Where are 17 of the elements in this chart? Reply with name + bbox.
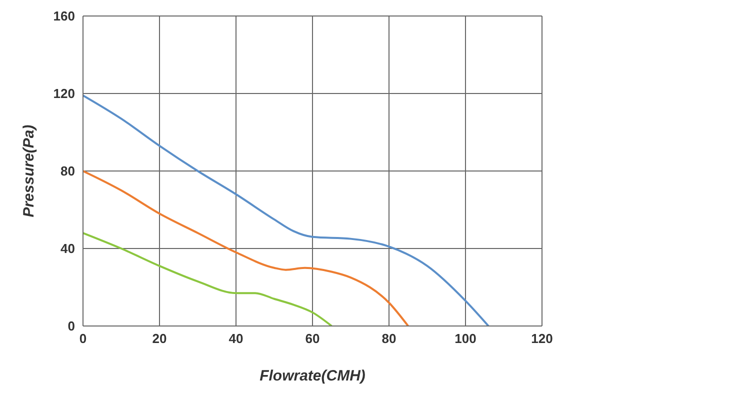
y-tick-label: 40 <box>60 241 75 256</box>
line-series <box>83 232 333 326</box>
x-tick-label: 40 <box>228 331 244 346</box>
x-tick-label: 80 <box>382 331 396 346</box>
y-tick-label: 80 <box>60 164 75 179</box>
y-tick-label: 120 <box>53 86 75 102</box>
x-tick-label: 100 <box>454 331 476 346</box>
x-tick-label: 0 <box>79 331 87 346</box>
y-tick-label: 0 <box>68 318 75 334</box>
line-series <box>83 94 490 326</box>
x-tick-label: 60 <box>305 331 320 346</box>
y-axis-title: Pressure(Pa) <box>20 124 38 218</box>
x-axis-title: Flowrate(CMH) <box>260 368 366 385</box>
line-series <box>83 170 410 326</box>
y-tick-label: 160 <box>53 8 75 24</box>
x-tick-label: 20 <box>152 331 167 346</box>
x-tick-label: 120 <box>531 331 553 346</box>
